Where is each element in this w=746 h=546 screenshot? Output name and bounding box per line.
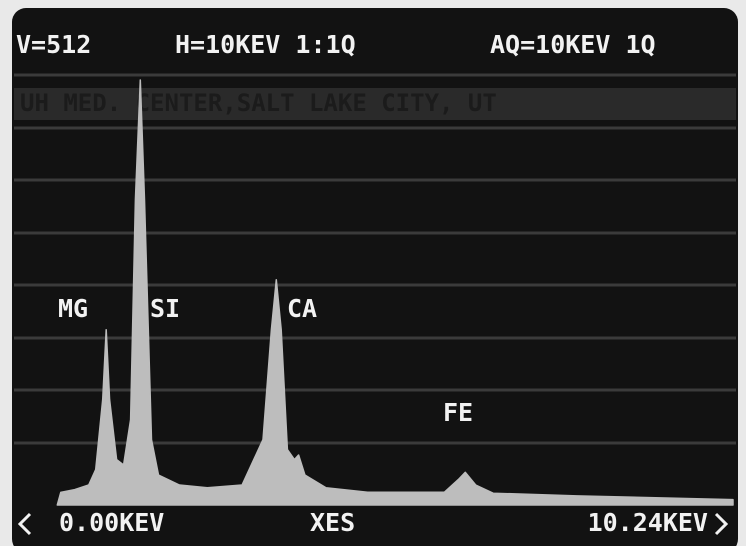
x-tick-label: 0.00KEV <box>59 508 164 537</box>
x-tick-label: 10.24KEV <box>588 508 708 537</box>
peak-label: SI <box>150 294 180 323</box>
peak-label: FE <box>443 398 473 427</box>
header-text: AQ=10KEV 1Q <box>490 30 656 59</box>
screen: UH MED. CENTER,SALT LAKE CITY, UT V=512 … <box>0 0 746 546</box>
header-text: H=10KEV 1:1Q <box>175 30 356 59</box>
subtitle: UH MED. CENTER,SALT LAKE CITY, UT <box>20 89 497 117</box>
page: {"chart_data": { "type": "area", "header… <box>0 0 746 546</box>
header-text: V=512 <box>16 30 91 59</box>
peak-label: CA <box>287 294 317 323</box>
x-axis-label: XES <box>310 508 355 537</box>
peak-label: MG <box>58 294 88 323</box>
